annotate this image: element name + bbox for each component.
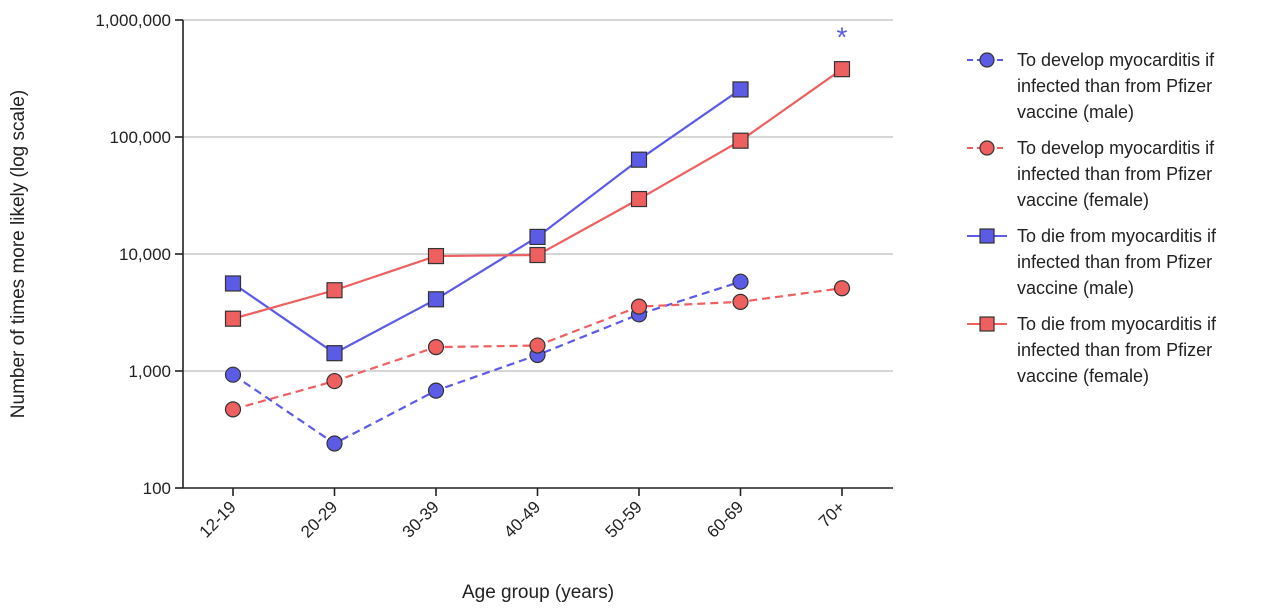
series-0 bbox=[224, 273, 749, 452]
annotation-asterisk: * bbox=[837, 22, 848, 53]
x-tick-label: 40-49 bbox=[500, 497, 544, 541]
gridlines bbox=[183, 19, 893, 372]
legend-label: infected than from Pfizer bbox=[1017, 76, 1212, 96]
data-point bbox=[732, 293, 749, 310]
x-tick-label: 70+ bbox=[815, 497, 849, 531]
legend-item: To die from myocarditis if infected than … bbox=[967, 314, 1217, 386]
series-3 bbox=[224, 61, 851, 327]
series-line bbox=[232, 68, 843, 320]
x-tick-label: 50-59 bbox=[602, 497, 646, 541]
data-point bbox=[427, 291, 445, 308]
legend-label: vaccine (male) bbox=[1017, 102, 1134, 122]
legend-label: To die from myocarditis if bbox=[1017, 226, 1217, 246]
y-axis-title: Number of times more likely (log scale) bbox=[8, 90, 29, 418]
legend-label: infected than from Pfizer bbox=[1017, 252, 1212, 272]
x-tick-label: 60-69 bbox=[703, 497, 747, 541]
data-point bbox=[326, 435, 343, 452]
data-point bbox=[630, 151, 648, 168]
legend-label: vaccine (male) bbox=[1017, 278, 1134, 298]
legend: To develop myocarditis if infected than f… bbox=[967, 50, 1217, 386]
data-point bbox=[224, 310, 242, 327]
data-point bbox=[529, 228, 546, 246]
data-point bbox=[630, 298, 648, 315]
y-tick-label: 10,000 bbox=[119, 245, 171, 264]
legend-label: To develop myocarditis if bbox=[1017, 50, 1215, 70]
x-tick-label: 12-19 bbox=[196, 497, 240, 541]
y-tick-label: 100 bbox=[143, 479, 171, 498]
legend-item: To develop myocarditis if infected than f… bbox=[967, 50, 1215, 122]
data-point bbox=[427, 339, 445, 356]
x-tick-label: 20-29 bbox=[297, 497, 341, 541]
y-tick-label: 1,000,000 bbox=[95, 11, 171, 30]
x-ticks: 12-19 20-29 30-39 40-49 50-59 60-69 70+ bbox=[196, 488, 849, 542]
series-layer bbox=[224, 61, 851, 452]
legend-label: infected than from Pfizer bbox=[1017, 164, 1212, 184]
data-point bbox=[833, 280, 851, 297]
legend-label: To die from myocarditis if bbox=[1017, 314, 1217, 334]
data-point bbox=[427, 382, 445, 399]
y-tick-label: 1,000 bbox=[128, 362, 171, 381]
x-tick-label: 30-39 bbox=[399, 497, 443, 541]
legend-item: To die from myocarditis if infected than … bbox=[967, 226, 1217, 298]
data-point bbox=[224, 275, 242, 292]
x-axis-title: Age group (years) bbox=[462, 582, 614, 603]
data-point bbox=[732, 273, 749, 290]
series-2 bbox=[224, 81, 749, 362]
data-point bbox=[224, 401, 242, 418]
legend-marker bbox=[979, 316, 995, 332]
data-point bbox=[732, 132, 749, 149]
legend-label: vaccine (female) bbox=[1017, 190, 1149, 210]
data-point bbox=[326, 345, 343, 362]
data-point bbox=[326, 372, 343, 390]
legend-marker bbox=[979, 140, 995, 156]
data-point bbox=[833, 61, 851, 78]
legend-item: To develop myocarditis if infected than f… bbox=[967, 138, 1215, 210]
data-point bbox=[326, 282, 343, 299]
y-ticks: 100 1,000 10,000 100,000 1,000,000 bbox=[95, 11, 183, 498]
data-point bbox=[224, 366, 242, 383]
data-point bbox=[529, 246, 546, 264]
data-point bbox=[427, 247, 445, 265]
series-line bbox=[232, 88, 742, 355]
data-point bbox=[732, 81, 749, 98]
data-point bbox=[529, 337, 546, 354]
series-1 bbox=[224, 280, 851, 418]
data-point bbox=[630, 190, 648, 208]
legend-label: infected than from Pfizer bbox=[1017, 340, 1212, 360]
legend-marker bbox=[979, 228, 995, 244]
y-tick-label: 100,000 bbox=[110, 128, 171, 147]
legend-label: To develop myocarditis if bbox=[1017, 138, 1215, 158]
legend-label: vaccine (female) bbox=[1017, 366, 1149, 386]
series-line bbox=[232, 280, 741, 445]
annotations: * bbox=[837, 22, 848, 53]
legend-marker bbox=[979, 52, 995, 68]
